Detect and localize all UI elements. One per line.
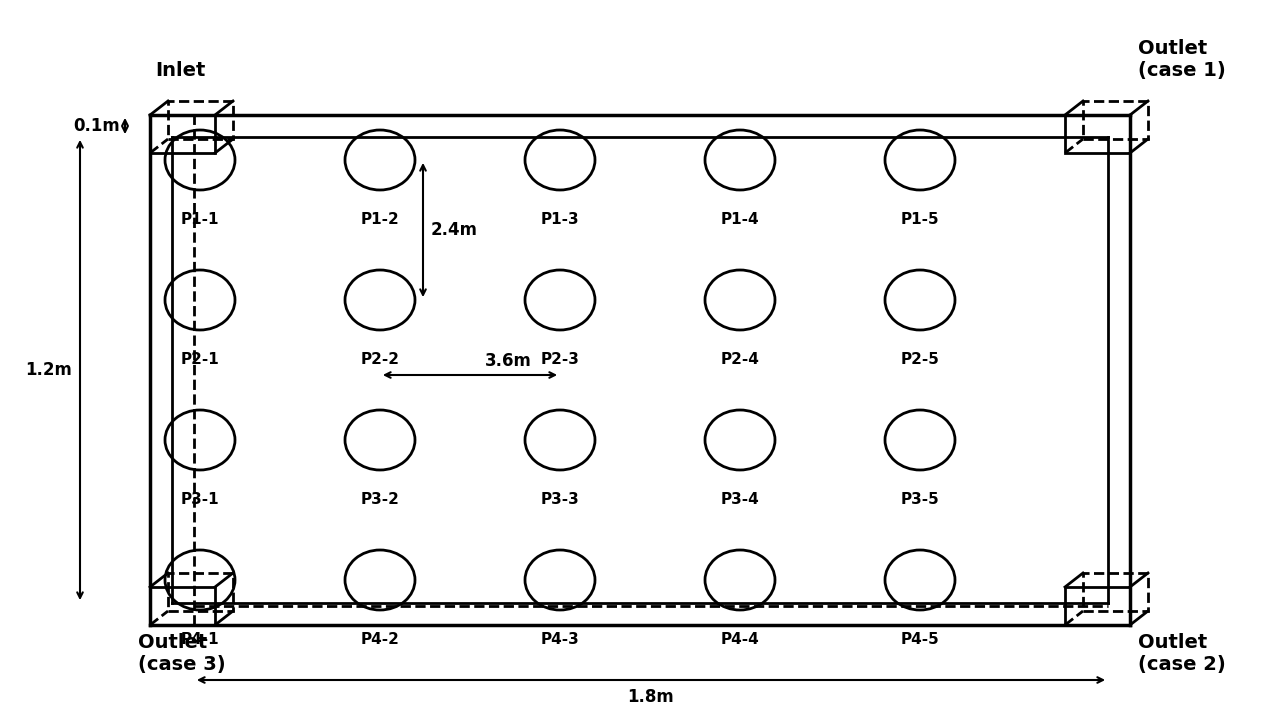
Text: P3-5: P3-5 [901, 492, 940, 507]
Text: P2-3: P2-3 [540, 352, 580, 367]
Text: P1-1: P1-1 [180, 212, 219, 227]
Text: P2-1: P2-1 [180, 352, 219, 367]
Text: Inlet: Inlet [155, 61, 205, 80]
Text: P4-4: P4-4 [721, 632, 759, 647]
Text: P4-5: P4-5 [901, 632, 940, 647]
Text: P1-3: P1-3 [540, 212, 580, 227]
Text: P1-5: P1-5 [901, 212, 940, 227]
Text: P1-2: P1-2 [361, 212, 399, 227]
Text: P1-4: P1-4 [721, 212, 759, 227]
Text: P2-4: P2-4 [721, 352, 759, 367]
Text: P2-2: P2-2 [361, 352, 399, 367]
Text: Outlet
(case 3): Outlet (case 3) [138, 633, 225, 674]
Text: Outlet
(case 2): Outlet (case 2) [1138, 633, 1226, 674]
Text: 1.2m: 1.2m [26, 361, 72, 379]
Text: 1.8m: 1.8m [627, 688, 675, 706]
Text: P3-3: P3-3 [540, 492, 580, 507]
Text: P4-1: P4-1 [180, 632, 219, 647]
Text: Outlet
(case 1): Outlet (case 1) [1138, 39, 1226, 80]
Text: P4-3: P4-3 [540, 632, 580, 647]
Text: 2.4m: 2.4m [431, 221, 477, 239]
Text: P2-5: P2-5 [901, 352, 940, 367]
Text: P3-4: P3-4 [721, 492, 759, 507]
Text: P3-1: P3-1 [180, 492, 219, 507]
Text: 3.6m: 3.6m [485, 352, 532, 370]
Text: P3-2: P3-2 [361, 492, 399, 507]
Text: 0.1m: 0.1m [73, 117, 120, 135]
Text: P4-2: P4-2 [361, 632, 399, 647]
